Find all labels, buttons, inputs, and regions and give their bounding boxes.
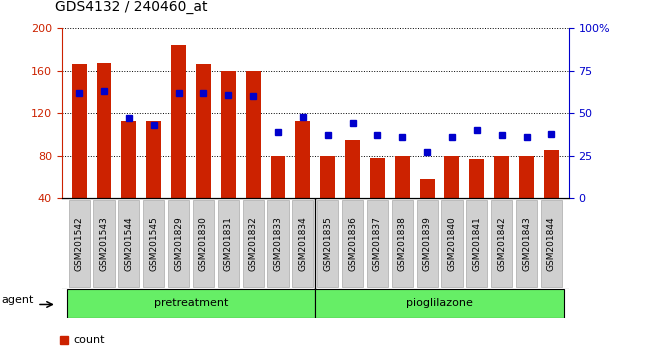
FancyBboxPatch shape xyxy=(94,200,114,287)
Bar xyxy=(221,71,236,198)
Bar xyxy=(445,156,460,198)
Text: GSM201542: GSM201542 xyxy=(75,216,84,271)
Bar xyxy=(494,156,509,198)
Text: GSM201835: GSM201835 xyxy=(323,216,332,271)
Text: GSM201831: GSM201831 xyxy=(224,216,233,271)
Text: GSM201833: GSM201833 xyxy=(274,216,283,271)
Text: agent: agent xyxy=(1,295,34,305)
Bar xyxy=(320,156,335,198)
FancyBboxPatch shape xyxy=(392,200,413,287)
Bar xyxy=(420,179,435,198)
FancyBboxPatch shape xyxy=(168,200,189,287)
Text: GSM201842: GSM201842 xyxy=(497,216,506,271)
FancyBboxPatch shape xyxy=(315,289,564,318)
Text: GSM201829: GSM201829 xyxy=(174,216,183,271)
Bar xyxy=(345,140,360,198)
Text: GSM201840: GSM201840 xyxy=(447,216,456,271)
FancyBboxPatch shape xyxy=(317,200,338,287)
Bar xyxy=(196,64,211,198)
Bar xyxy=(519,156,534,198)
Text: GSM201844: GSM201844 xyxy=(547,216,556,271)
Bar xyxy=(544,150,559,198)
Bar xyxy=(270,156,285,198)
Text: GSM201841: GSM201841 xyxy=(473,216,481,271)
Text: GSM201837: GSM201837 xyxy=(373,216,382,271)
Bar xyxy=(370,158,385,198)
Text: GSM201830: GSM201830 xyxy=(199,216,208,271)
FancyBboxPatch shape xyxy=(466,200,488,287)
FancyBboxPatch shape xyxy=(441,200,463,287)
Bar xyxy=(295,121,310,198)
Bar xyxy=(146,121,161,198)
Text: GSM201832: GSM201832 xyxy=(248,216,257,271)
FancyBboxPatch shape xyxy=(143,200,164,287)
Text: GSM201543: GSM201543 xyxy=(99,216,109,271)
Bar xyxy=(171,45,186,198)
FancyBboxPatch shape xyxy=(67,289,315,318)
FancyBboxPatch shape xyxy=(242,200,264,287)
FancyBboxPatch shape xyxy=(516,200,537,287)
FancyBboxPatch shape xyxy=(292,200,313,287)
FancyBboxPatch shape xyxy=(491,200,512,287)
Text: count: count xyxy=(73,335,105,345)
FancyBboxPatch shape xyxy=(417,200,437,287)
FancyBboxPatch shape xyxy=(367,200,388,287)
FancyBboxPatch shape xyxy=(218,200,239,287)
Text: pretreatment: pretreatment xyxy=(154,298,228,308)
Text: GSM201843: GSM201843 xyxy=(522,216,531,271)
Text: GSM201544: GSM201544 xyxy=(124,216,133,271)
Text: GSM201545: GSM201545 xyxy=(150,216,158,271)
FancyBboxPatch shape xyxy=(69,200,90,287)
Bar xyxy=(469,159,484,198)
Text: pioglilazone: pioglilazone xyxy=(406,298,473,308)
FancyBboxPatch shape xyxy=(541,200,562,287)
Text: GSM201836: GSM201836 xyxy=(348,216,357,271)
FancyBboxPatch shape xyxy=(118,200,139,287)
FancyBboxPatch shape xyxy=(342,200,363,287)
Bar xyxy=(72,64,86,198)
Bar xyxy=(246,71,261,198)
Bar xyxy=(97,63,111,198)
FancyBboxPatch shape xyxy=(267,200,289,287)
Text: GDS4132 / 240460_at: GDS4132 / 240460_at xyxy=(55,0,208,14)
FancyBboxPatch shape xyxy=(193,200,214,287)
Bar xyxy=(122,121,136,198)
Bar xyxy=(395,156,410,198)
Text: GSM201838: GSM201838 xyxy=(398,216,407,271)
Text: GSM201834: GSM201834 xyxy=(298,216,307,271)
Text: GSM201839: GSM201839 xyxy=(422,216,432,271)
